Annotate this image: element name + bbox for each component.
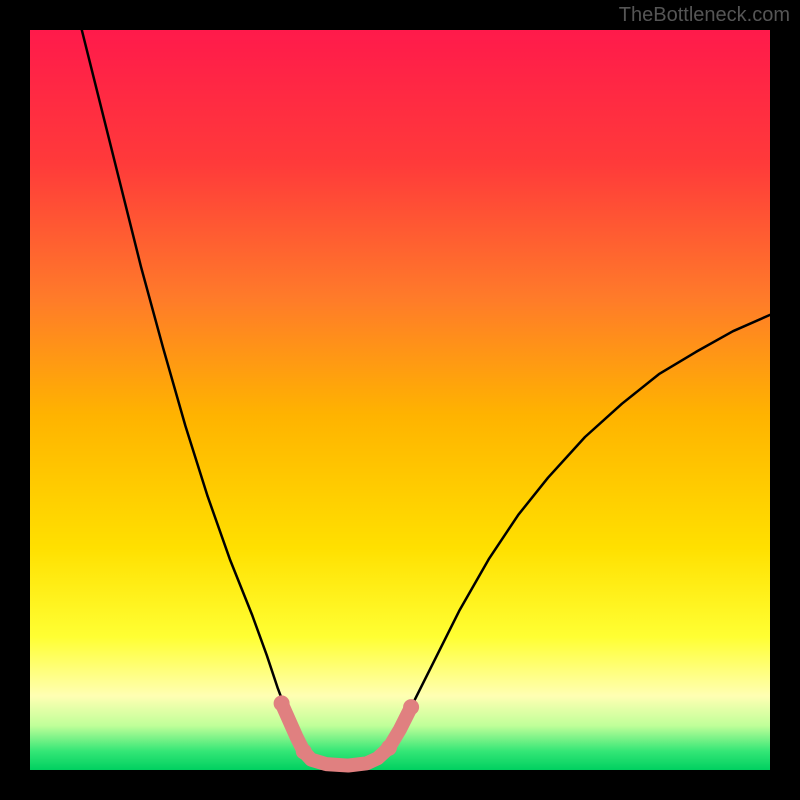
highlight-endpoint-dot (381, 740, 397, 756)
plot-gradient-background (30, 30, 770, 770)
chart-canvas: TheBottleneck.com (0, 0, 800, 800)
highlight-endpoint-dot (296, 744, 312, 760)
highlight-endpoint-dot (403, 699, 419, 715)
highlight-endpoint-dot (274, 695, 290, 711)
bottleneck-curve-chart (0, 0, 800, 800)
